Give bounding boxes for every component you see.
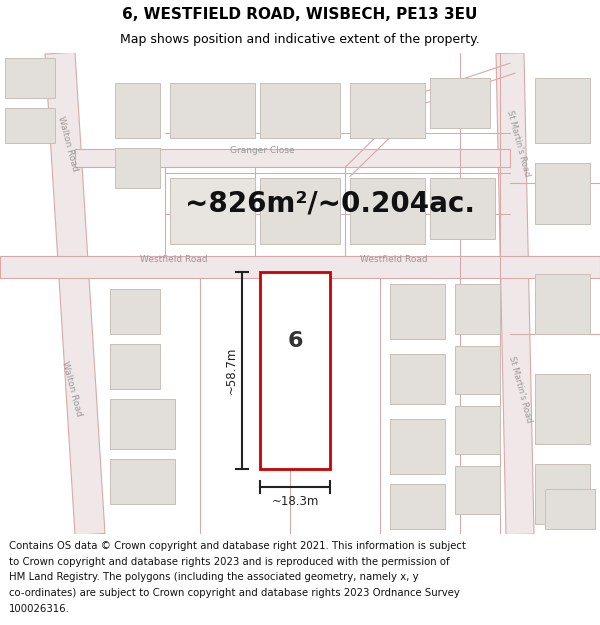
- Bar: [260, 83, 340, 138]
- Text: 6, WESTFIELD ROAD, WISBECH, PE13 3EU: 6, WESTFIELD ROAD, WISBECH, PE13 3EU: [122, 7, 478, 22]
- Bar: [260, 272, 330, 469]
- Bar: [110, 399, 175, 449]
- Bar: [390, 484, 445, 529]
- Text: 100026316.: 100026316.: [9, 604, 70, 614]
- Bar: [535, 163, 590, 224]
- Bar: [260, 179, 340, 244]
- Text: ~58.7m: ~58.7m: [225, 347, 238, 394]
- Text: to Crown copyright and database rights 2023 and is reproduced with the permissio: to Crown copyright and database rights 2…: [9, 557, 449, 567]
- Bar: [390, 419, 445, 474]
- Text: HM Land Registry. The polygons (including the associated geometry, namely x, y: HM Land Registry. The polygons (includin…: [9, 572, 419, 582]
- Text: St Martin's Road: St Martin's Road: [505, 109, 531, 178]
- Bar: [170, 83, 255, 138]
- Polygon shape: [0, 256, 600, 278]
- Bar: [350, 83, 425, 138]
- Text: ~18.3m: ~18.3m: [271, 495, 319, 508]
- Text: ~826m²/~0.204ac.: ~826m²/~0.204ac.: [185, 189, 475, 218]
- Bar: [5, 108, 55, 143]
- Text: St Martin's Road: St Martin's Road: [507, 355, 533, 423]
- Bar: [5, 58, 55, 98]
- Bar: [110, 459, 175, 504]
- Bar: [455, 284, 500, 334]
- Text: Westfield Road: Westfield Road: [140, 254, 208, 264]
- Bar: [350, 179, 425, 244]
- Bar: [430, 179, 495, 239]
- Text: Walton Road: Walton Road: [56, 115, 80, 172]
- Polygon shape: [496, 53, 534, 534]
- Polygon shape: [45, 52, 105, 536]
- Bar: [535, 464, 590, 524]
- Bar: [110, 289, 160, 334]
- Text: Granger Close: Granger Close: [230, 146, 295, 156]
- Bar: [545, 489, 595, 529]
- Bar: [430, 78, 490, 128]
- Bar: [535, 78, 590, 143]
- Bar: [390, 284, 445, 339]
- Bar: [455, 406, 500, 454]
- Text: co-ordinates) are subject to Crown copyright and database rights 2023 Ordnance S: co-ordinates) are subject to Crown copyr…: [9, 588, 460, 598]
- Text: 6: 6: [287, 331, 303, 351]
- Bar: [390, 354, 445, 404]
- Bar: [455, 346, 500, 394]
- Bar: [115, 83, 160, 138]
- Text: Walton Road: Walton Road: [61, 361, 83, 418]
- Polygon shape: [75, 149, 510, 168]
- Text: Contains OS data © Crown copyright and database right 2021. This information is : Contains OS data © Crown copyright and d…: [9, 541, 466, 551]
- Bar: [115, 148, 160, 189]
- Bar: [535, 274, 590, 334]
- Bar: [170, 179, 255, 244]
- Bar: [110, 344, 160, 389]
- Bar: [455, 466, 500, 514]
- Text: Map shows position and indicative extent of the property.: Map shows position and indicative extent…: [120, 33, 480, 46]
- Bar: [535, 374, 590, 444]
- Text: Westfield Road: Westfield Road: [360, 254, 428, 264]
